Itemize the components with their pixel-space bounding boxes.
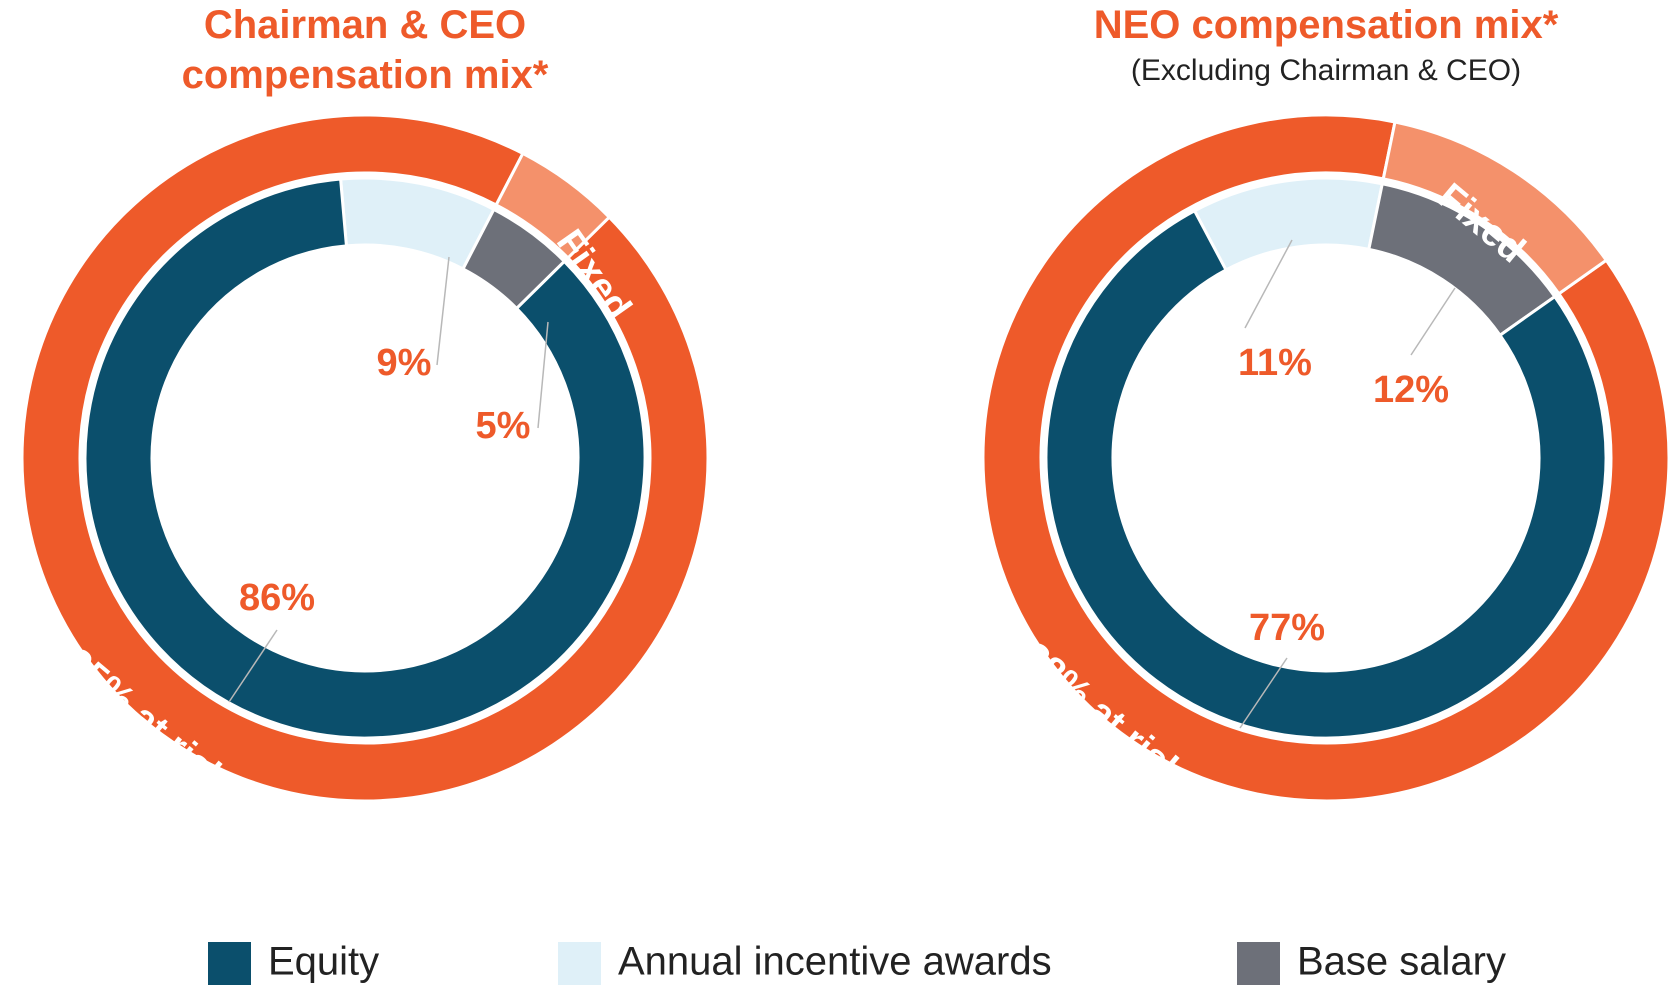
chart-title-line: NEO compensation mix*	[1094, 3, 1559, 47]
leader-line	[1244, 239, 1293, 329]
leader-line	[228, 629, 278, 703]
outer-slice-at-risk	[981, 113, 1671, 803]
data-label-base-salary: 12%	[1373, 369, 1449, 411]
legend-swatch-base-salary	[1237, 942, 1280, 985]
leader-line	[537, 321, 549, 429]
chart-subtitle: (Excluding Chairman & CEO)	[1131, 54, 1521, 87]
donut-chart-2: NEO compensation mix* (Excluding Chairman…	[981, 3, 1671, 803]
legend-label-annual-incentive-awards: Annual incentive awards	[618, 940, 1052, 984]
legend: Equity Annual incentive awards Base salary	[208, 940, 1506, 985]
legend-swatch-annual-incentive-awards	[558, 942, 601, 985]
data-label-annual-incentive-awards: 9%	[377, 342, 432, 384]
legend-label-equity: Equity	[268, 940, 379, 984]
data-label-base-salary: 5%	[476, 405, 531, 447]
chart-title-line: Chairman & CEO	[204, 3, 526, 47]
outer-slice-at-risk	[20, 113, 710, 803]
legend-swatch-equity	[208, 942, 251, 985]
legend-label-base-salary: Base salary	[1297, 940, 1506, 984]
chart-title-line: compensation mix*	[182, 53, 549, 97]
leader-line	[1410, 287, 1456, 356]
leader-line	[436, 256, 450, 366]
outer-slice-fixed	[494, 151, 612, 261]
data-label-annual-incentive-awards: 11%	[1238, 342, 1312, 384]
data-label-equity: 86%	[239, 577, 315, 619]
inner-slice-equity	[83, 177, 647, 740]
leader-line	[1239, 657, 1288, 729]
inner-slice-equity	[1044, 208, 1608, 740]
outer-slice-fixed	[1381, 120, 1609, 296]
data-label-equity: 77%	[1249, 607, 1325, 649]
